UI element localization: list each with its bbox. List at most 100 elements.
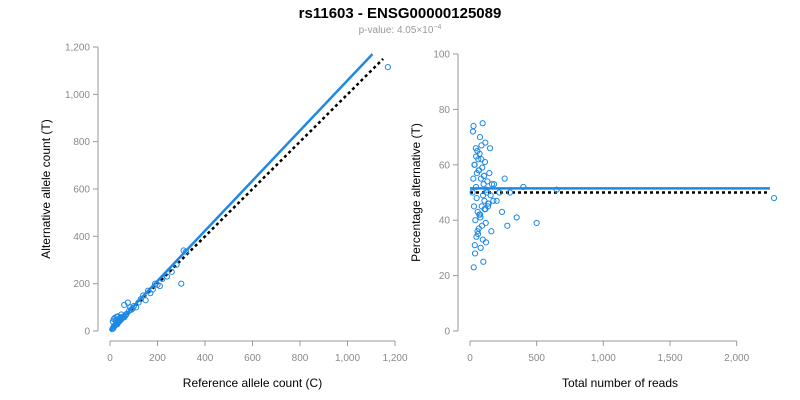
y-tick-label: 80 xyxy=(439,105,451,116)
data-point xyxy=(122,312,129,319)
data-point xyxy=(482,219,489,227)
data-point xyxy=(496,189,503,196)
data-point xyxy=(142,297,149,304)
data-point xyxy=(485,200,492,207)
x-tick-label: 1,500 xyxy=(657,353,682,364)
data-point xyxy=(477,244,484,251)
data-point xyxy=(469,128,477,135)
x-tick-label: 2,000 xyxy=(724,353,749,364)
data-point xyxy=(482,206,489,213)
fit-line xyxy=(109,53,374,332)
y-tick-label: 400 xyxy=(73,232,90,243)
data-point xyxy=(553,186,560,193)
data-point xyxy=(520,183,527,191)
data-point xyxy=(493,197,500,204)
data-point xyxy=(470,203,478,210)
data-point xyxy=(479,120,486,127)
x-tick-label: 0 xyxy=(467,353,473,364)
data-point xyxy=(168,268,175,275)
data-point xyxy=(473,194,480,202)
y-tick-label: 40 xyxy=(439,216,451,227)
data-point xyxy=(469,189,476,196)
data-point xyxy=(506,189,514,196)
data-point xyxy=(486,170,493,177)
data-point xyxy=(488,228,495,235)
data-point xyxy=(149,286,156,293)
y-tick-label: 0 xyxy=(444,327,450,338)
data-point xyxy=(478,142,485,149)
data-point xyxy=(474,228,481,235)
data-point xyxy=(159,275,166,283)
x-axis-title: Total number of reads xyxy=(562,376,678,390)
y-tick-label: 1,200 xyxy=(65,43,90,54)
data-point xyxy=(504,222,511,229)
x-tick-label: 800 xyxy=(292,353,309,364)
data-point xyxy=(471,250,479,257)
data-point xyxy=(471,242,478,249)
data-point xyxy=(472,217,479,224)
data-point xyxy=(477,214,484,221)
data-point xyxy=(472,145,479,152)
x-tick-label: 200 xyxy=(149,353,166,364)
data-point xyxy=(173,261,180,268)
y-tick-label: 600 xyxy=(73,185,90,196)
data-point xyxy=(498,208,506,215)
y-tick-label: 0 xyxy=(84,327,90,338)
data-point xyxy=(477,211,484,218)
left-scatter-panel: 0 200 400 600 800 1,000 1,200 0 200 400 600 800 1,00… xyxy=(39,43,408,391)
data-point xyxy=(178,280,185,287)
data-point xyxy=(384,64,391,71)
x-tick-label: 1,000 xyxy=(591,353,616,364)
x-tick-label: 600 xyxy=(244,353,261,364)
data-point xyxy=(163,273,171,280)
data-point xyxy=(182,248,190,255)
right-scatter-panel: 0 500 1,000 1,500 2,000 0 20 40 60 80 100 Total num… xyxy=(409,50,778,390)
x-tick-label: 1,000 xyxy=(335,353,360,364)
data-point xyxy=(472,183,480,191)
y-axis-title: Alternative allele count (T) xyxy=(39,119,53,258)
x-tick-label: 0 xyxy=(107,353,113,364)
x-tick-label: 400 xyxy=(197,353,214,364)
figure-title: rs11603 - ENSG00000125089 xyxy=(299,5,502,22)
data-point xyxy=(470,122,477,130)
data-point xyxy=(116,317,123,325)
x-axis-title: Reference allele count (C) xyxy=(183,376,322,390)
data-point xyxy=(129,305,136,312)
data-point xyxy=(513,214,520,221)
data-point xyxy=(488,181,496,188)
data-point xyxy=(140,292,147,299)
y-tick-label: 800 xyxy=(73,137,90,148)
data-point xyxy=(475,167,483,174)
y-axis-title: Percentage alternative (T) xyxy=(409,123,423,262)
data-point xyxy=(770,194,778,202)
y-tick-label: 1,000 xyxy=(65,90,90,101)
x-tick-label: 1,200 xyxy=(382,353,407,364)
data-point xyxy=(490,181,498,188)
y-tick-label: 200 xyxy=(73,279,90,290)
data-point xyxy=(470,264,477,271)
x-tick-label: 500 xyxy=(528,353,545,364)
data-point xyxy=(133,304,140,311)
data-point xyxy=(124,299,131,306)
data-point xyxy=(486,145,494,152)
pvalue-exponent: −4 xyxy=(433,24,441,31)
data-point xyxy=(156,282,163,290)
data-point xyxy=(480,181,487,188)
y-tick-label: 100 xyxy=(433,50,450,61)
reference-line xyxy=(109,57,385,332)
data-point xyxy=(483,189,490,196)
data-point xyxy=(483,186,490,193)
data-point xyxy=(471,161,478,168)
data-point xyxy=(533,219,540,227)
figure-subtitle: p-value: 4.05×10−4 xyxy=(359,24,442,36)
data-point xyxy=(473,233,480,240)
data-point xyxy=(470,175,477,182)
data-point xyxy=(481,158,489,166)
y-tick-label: 20 xyxy=(439,271,451,282)
pvalue-text: p-value: 4.05×10 xyxy=(359,25,434,36)
data-point xyxy=(501,175,508,182)
data-point xyxy=(480,258,487,265)
data-point xyxy=(481,172,488,179)
data-point xyxy=(479,236,486,243)
